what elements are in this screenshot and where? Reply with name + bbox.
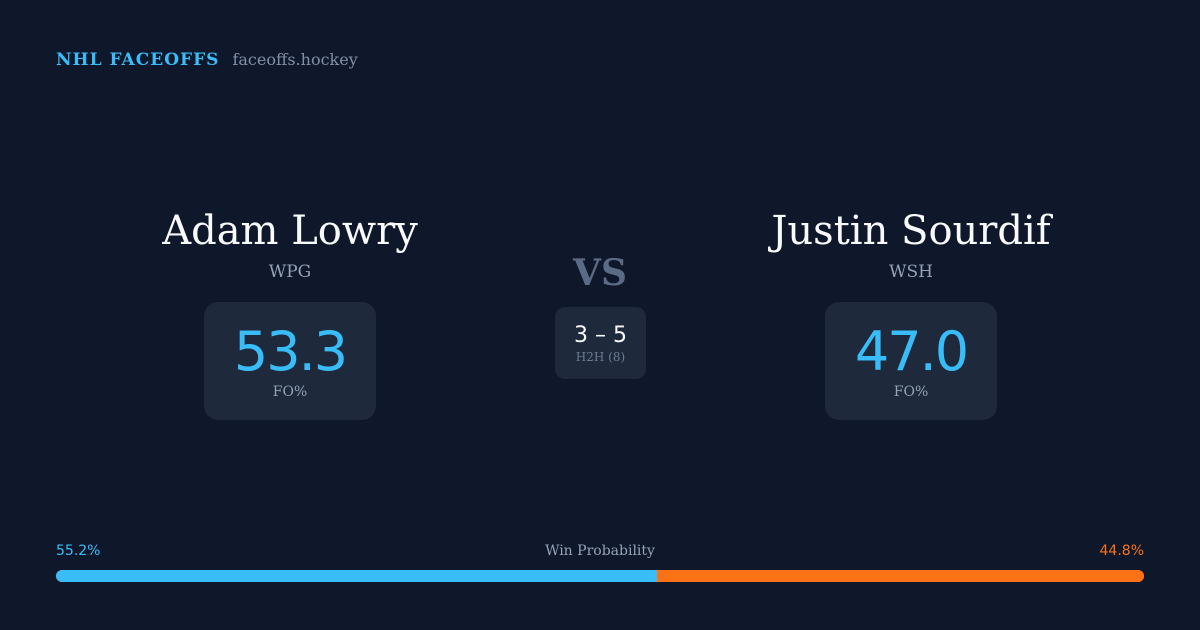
player-name: Adam Lowry — [162, 208, 418, 254]
h2h-label: H2H (8) — [575, 349, 626, 364]
team-abbr: WPG — [268, 262, 312, 282]
fo-pct-value: 53.3 — [233, 320, 348, 383]
left-player: Adam Lowry WPG 53.3 FO% — [90, 206, 490, 420]
fo-pct-label: FO% — [893, 384, 929, 400]
right-player: Justin Sourdif WSH 47.0 FO% — [711, 206, 1111, 420]
fo-pct-label: FO% — [272, 384, 308, 400]
right-win-prob: 44.8% — [1099, 543, 1144, 559]
right-prob-fill — [656, 570, 1144, 582]
brand-name: NHL FACEOFFS — [56, 50, 220, 70]
fo-pct-card: 47.0 FO% — [825, 302, 997, 420]
brand-site: faceoffs.hockey — [232, 50, 358, 69]
h2h-score: 3 – 5 — [574, 322, 627, 348]
brand: NHL FACEOFFS faceoffs.hockey — [56, 50, 358, 70]
left-prob-fill — [56, 570, 657, 582]
win-prob-title: Win Probability — [545, 543, 655, 559]
win-probability-bar — [56, 570, 1144, 582]
h2h-card: 3 – 5 H2H (8) — [555, 307, 646, 379]
player-name: Justin Sourdif — [771, 208, 1051, 254]
vs-label: VS — [573, 252, 627, 294]
fo-pct-value: 47.0 — [854, 320, 969, 383]
team-abbr: WSH — [889, 262, 933, 282]
fo-pct-card: 53.3 FO% — [204, 302, 376, 420]
left-win-prob: 55.2% — [56, 543, 101, 559]
